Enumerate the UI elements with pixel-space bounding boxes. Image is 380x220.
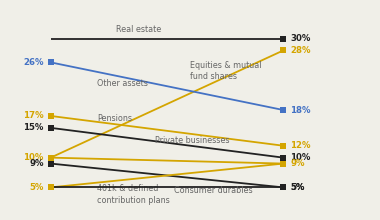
Text: Consumer durables: Consumer durables — [174, 187, 253, 195]
Text: Other assets: Other assets — [97, 79, 148, 88]
Text: 15%: 15% — [23, 123, 44, 132]
Text: 17%: 17% — [23, 112, 44, 121]
Text: 30%: 30% — [290, 34, 310, 43]
Text: 9%: 9% — [29, 159, 44, 168]
Text: 26%: 26% — [23, 58, 44, 67]
Text: 12%: 12% — [290, 141, 311, 150]
Text: 5%: 5% — [290, 183, 305, 192]
Text: 5%: 5% — [29, 183, 44, 192]
Text: 401k & defined
contribution plans: 401k & defined contribution plans — [97, 185, 170, 205]
Text: Equities & mutual
fund shares: Equities & mutual fund shares — [190, 61, 262, 81]
Text: Private businesses: Private businesses — [155, 136, 230, 145]
Text: Real estate: Real estate — [116, 25, 161, 34]
Text: 10%: 10% — [23, 153, 44, 162]
Text: 18%: 18% — [290, 106, 311, 114]
Text: 28%: 28% — [290, 46, 311, 55]
Text: 9%: 9% — [290, 159, 305, 168]
Text: 5%: 5% — [290, 183, 305, 192]
Text: Pensions: Pensions — [97, 114, 132, 123]
Text: 10%: 10% — [290, 153, 310, 162]
